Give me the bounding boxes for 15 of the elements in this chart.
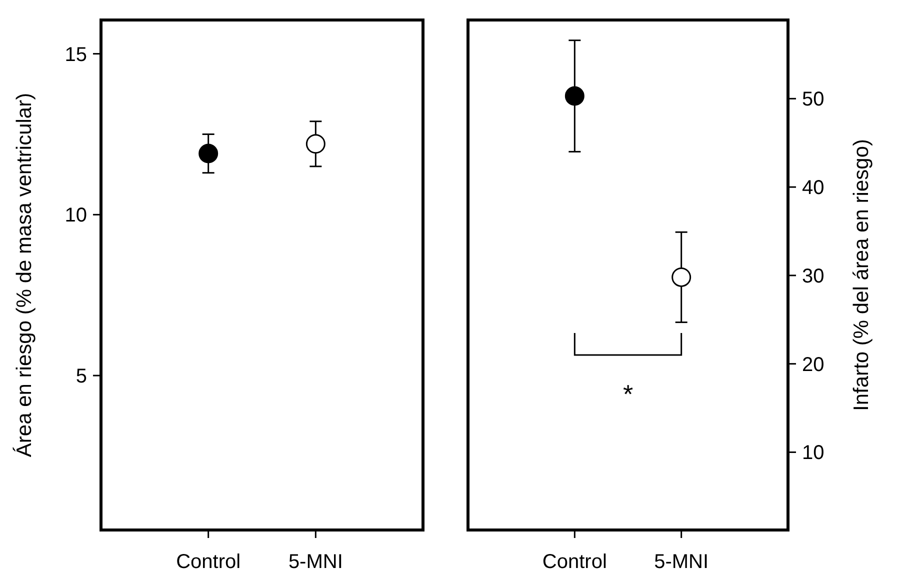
y2-axis-title: Infarto (% del área en riesgo) [850, 139, 873, 411]
y2-tick-label: 20 [802, 354, 824, 376]
y2-tick-label: 50 [802, 88, 824, 111]
y2-tick-label: 40 [802, 177, 824, 200]
y2-tick-label: 10 [802, 442, 824, 464]
x-tick-label: Control [542, 551, 607, 573]
x-tick-label: 5-MNI [654, 551, 709, 573]
x-tick-label: Control [176, 551, 241, 573]
y-tick-label: 10 [64, 204, 87, 227]
x-tick-label: 5-MNI [288, 551, 343, 573]
y-tick-label: 15 [64, 44, 87, 66]
y2-tick-label: 30 [802, 265, 824, 288]
annotation: * [622, 379, 634, 409]
y-tick-label: 5 [76, 366, 87, 388]
y-axis-title: Área en riesgo (% de masa ventricular) [12, 92, 36, 458]
